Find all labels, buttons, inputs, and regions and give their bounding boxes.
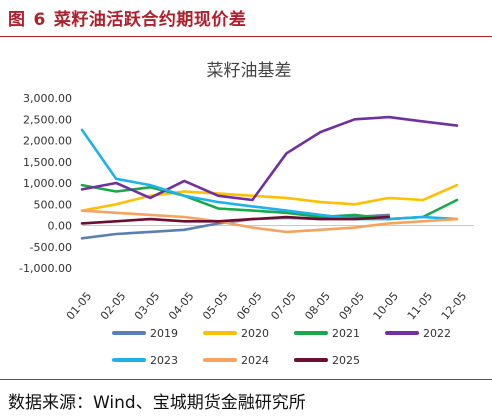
basis-line-chart: 菜籽油基差 3,000.00 2,500.00 2,000.00 1,500.00 1,… — [19, 61, 474, 367]
legend-label-2019: 2019 — [150, 327, 178, 340]
legend-label-2020: 2020 — [241, 327, 269, 340]
x-tick-label: 09-05 — [336, 290, 367, 323]
x-tick-label: 08-05 — [302, 290, 333, 323]
x-tick-label: 05-05 — [200, 290, 231, 323]
series-line-2022 — [80, 115, 459, 202]
y-tick-label: 2,000.00 — [23, 135, 72, 148]
figure-caption: 图 6 菜籽油活跃合约期现价差 — [8, 5, 246, 30]
x-tick-label: 07-05 — [268, 290, 299, 323]
x-tick-label: 02-05 — [98, 290, 129, 323]
chart-title: 菜籽油基差 — [207, 61, 292, 81]
x-tick-label: 01-05 — [64, 290, 95, 323]
chart-container: 菜籽油基差 3,000.00 2,500.00 2,000.00 1,500.00 1,… — [6, 42, 484, 376]
caption-rule — [0, 36, 492, 37]
legend-label-2025: 2025 — [332, 354, 360, 367]
x-tick-label: 10-05 — [371, 290, 402, 323]
y-axis-ticks: 3,000.00 2,500.00 2,000.00 1,500.00 1,000.00… — [19, 92, 474, 275]
series-line-2025 — [80, 215, 391, 225]
series-line-2020 — [80, 183, 459, 212]
y-tick-label: 0.00 — [48, 220, 73, 233]
y-tick-label: 2,500.00 — [23, 113, 72, 126]
legend-label-2022: 2022 — [423, 327, 451, 340]
legend-label-2021: 2021 — [332, 327, 360, 340]
x-tick-label: 04-05 — [166, 290, 197, 323]
x-axis-ticks: 01-05 02-05 03-05 04-05 05-05 06-05 07-05 08-05… — [64, 290, 469, 323]
y-tick-label: 3,000.00 — [23, 92, 72, 105]
series-line-2024 — [80, 209, 459, 234]
x-tick-label: 12-05 — [439, 290, 470, 323]
figure-label: 图 — [8, 10, 26, 30]
legend-label-2023: 2023 — [150, 354, 178, 367]
y-tick-label: -500.00 — [30, 241, 72, 254]
figure-number: 6 — [33, 10, 46, 30]
y-tick-label: -1,000.00 — [19, 262, 72, 275]
series-line-2023 — [80, 128, 459, 221]
x-tick-label: 11-05 — [405, 290, 436, 323]
figure-title: 菜籽油活跃合约期现价差 — [53, 10, 247, 30]
y-tick-label: 1,000.00 — [23, 177, 72, 190]
legend: 2019 2020 2021 2022 2023 2024 2025 — [112, 327, 451, 367]
legend-label-2024: 2024 — [241, 354, 269, 367]
source-rule — [0, 379, 492, 380]
source-note: 数据来源：Wind、宝城期货金融研究所 — [8, 393, 306, 413]
y-tick-label: 1,500.00 — [23, 156, 72, 169]
y-tick-label: 500.00 — [34, 198, 73, 211]
x-tick-label: 06-05 — [234, 290, 265, 323]
x-tick-label: 03-05 — [132, 290, 163, 323]
series-lines — [80, 115, 459, 240]
